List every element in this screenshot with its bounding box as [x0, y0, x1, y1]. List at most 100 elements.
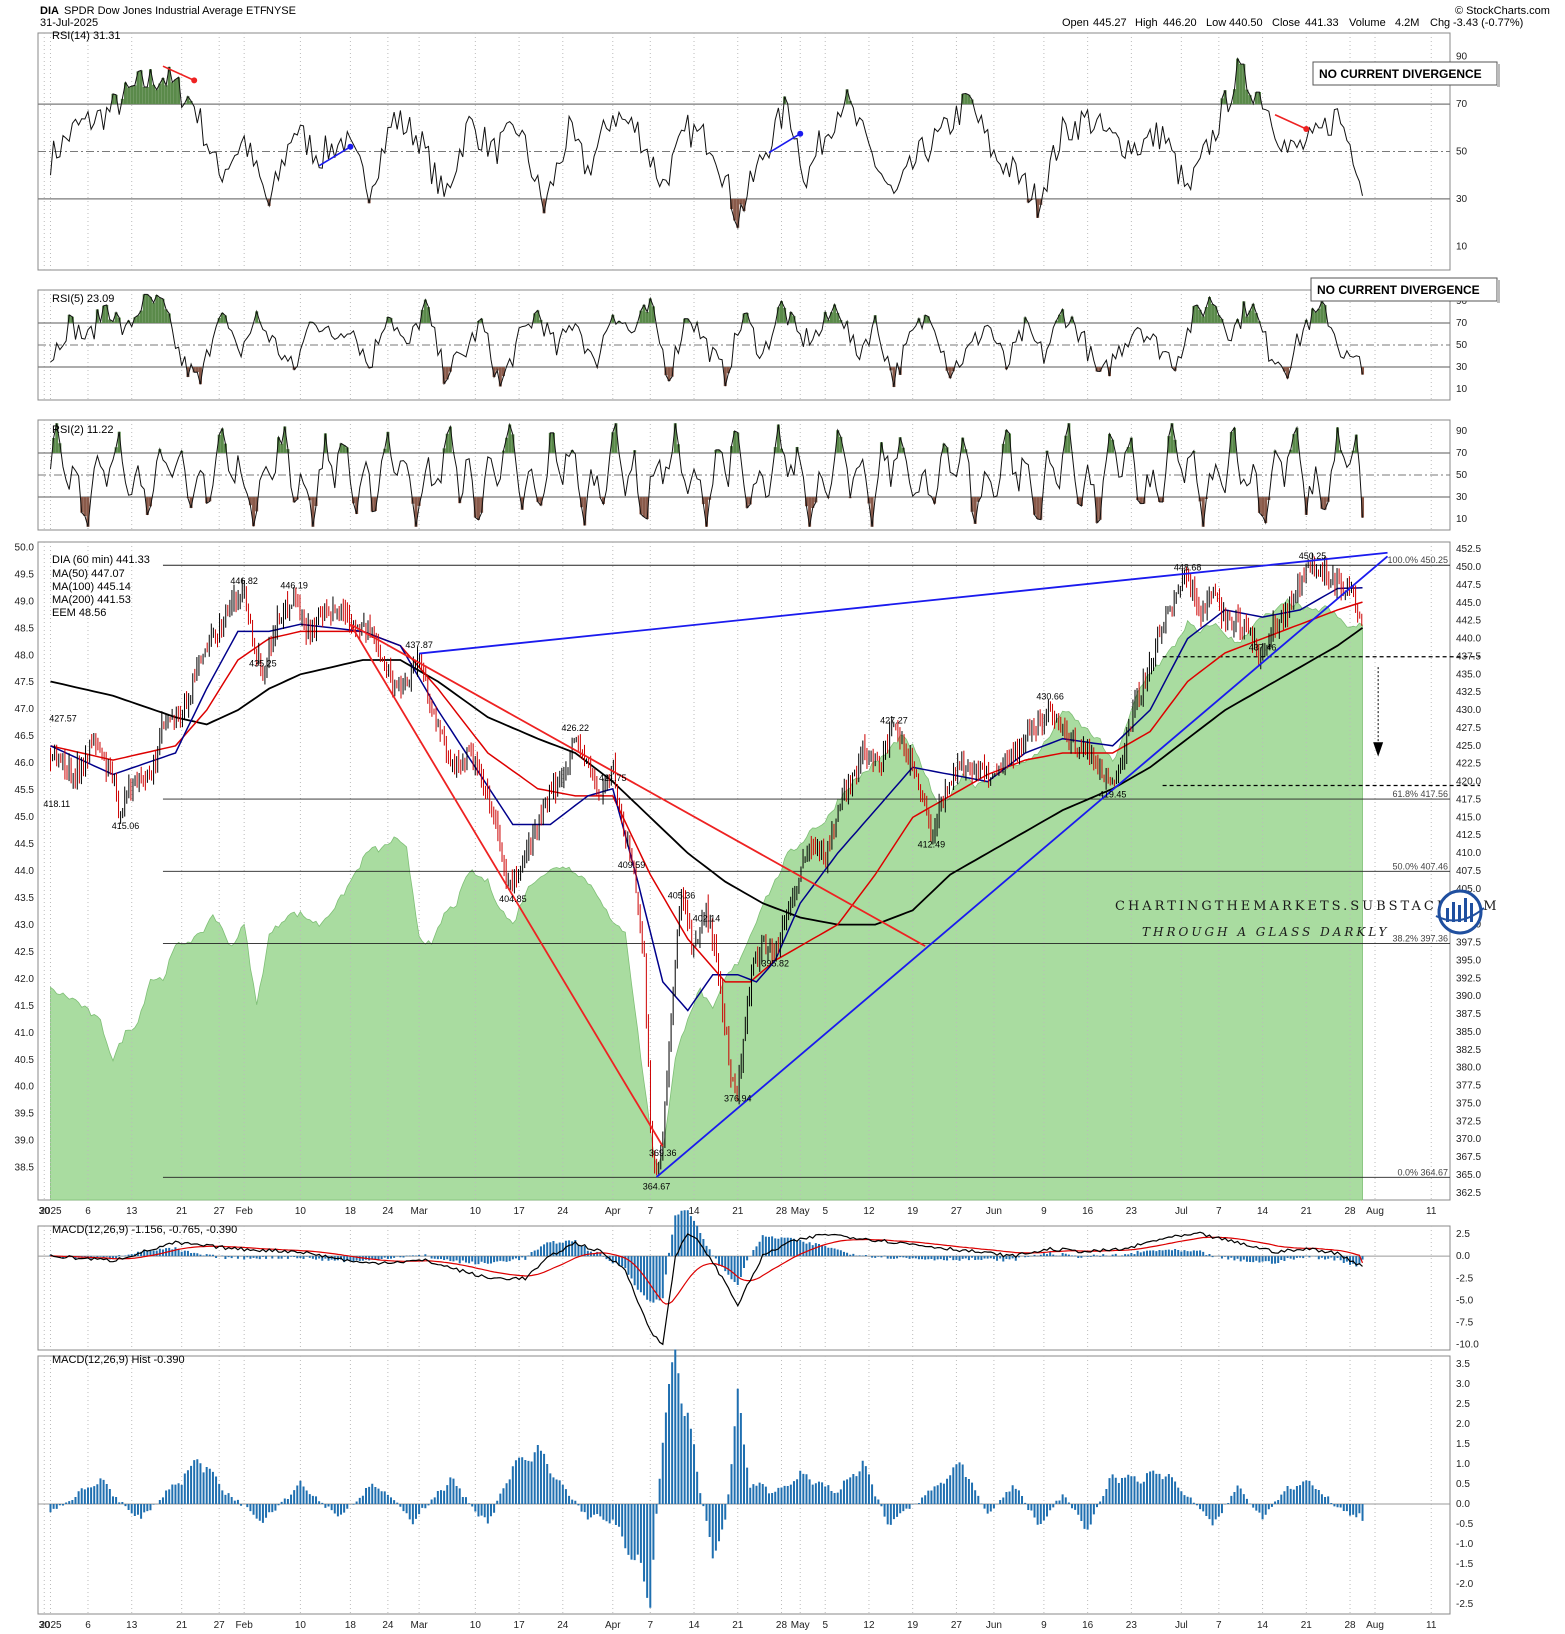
eem-legend: EEM 48.56 — [52, 607, 106, 619]
x-tick-label: 12 — [863, 1620, 875, 1631]
y-tick-label: 10 — [1456, 241, 1468, 252]
price-tick-label: 397.5 — [1456, 938, 1481, 949]
hist-tick-label: 1.0 — [1456, 1459, 1470, 1470]
x-tick-label: 7 — [648, 1206, 654, 1217]
red-trendline — [349, 623, 664, 1147]
price-tick-label: 420.0 — [1456, 777, 1481, 788]
eem-tick-label: 49.0 — [15, 596, 35, 607]
security-name: SPDR Dow Jones Industrial Average ETF — [64, 5, 267, 17]
price-label: 409.59 — [618, 860, 646, 870]
price-label: 446.82 — [230, 576, 258, 586]
eem-tick-label: 48.5 — [15, 623, 35, 634]
rsi5-title: RSI(5) 23.09 — [52, 293, 114, 305]
y-tick-label: 70 — [1456, 99, 1468, 110]
eem-tick-label: 43.0 — [15, 920, 35, 931]
eem-tick-label: 45.5 — [15, 785, 35, 796]
eem-tick-label: 40.0 — [15, 1082, 35, 1093]
eem-tick-label: 45.0 — [15, 812, 35, 823]
price-tick-label: 412.5 — [1456, 830, 1481, 841]
target-arrow-head-icon — [1373, 742, 1384, 757]
ma200-line — [50, 627, 1364, 926]
x-tick-label: 23 — [1126, 1206, 1138, 1217]
fib-level-label: 0.0% 364.67 — [1397, 1167, 1448, 1177]
x-tick-label: 7 — [1216, 1620, 1222, 1631]
price-tick-label: 447.5 — [1456, 580, 1481, 591]
eem-tick-label: 50.0 — [15, 542, 35, 553]
chart-date: 31-Jul-2025 — [40, 17, 98, 29]
eem-tick-label: 41.0 — [15, 1028, 35, 1039]
x-tick-label: 7 — [1216, 1206, 1222, 1217]
price-tick-label: 415.0 — [1456, 812, 1481, 823]
chg-label: Chg — [1430, 17, 1450, 29]
x-tick-label: Jul — [1175, 1206, 1188, 1217]
x-tick-label: 13 — [126, 1620, 138, 1631]
x-tick-label: Jun — [986, 1620, 1002, 1631]
arrow-head-icon — [347, 143, 354, 150]
price-tick-label: 380.0 — [1456, 1063, 1481, 1074]
eem-tick-label: 39.0 — [15, 1136, 35, 1147]
price-tick-label: 370.0 — [1456, 1134, 1481, 1145]
x-tick-label: 19 — [907, 1206, 919, 1217]
hist-tick-label: 0.5 — [1456, 1479, 1470, 1490]
eem-tick-label: 43.5 — [15, 893, 35, 904]
x-tick-label: Apr — [605, 1206, 621, 1217]
price-label: 450.25 — [1299, 551, 1327, 561]
eem-tick-label: 41.5 — [15, 1001, 35, 1012]
symbol: DIA — [40, 5, 59, 17]
arrow-head-icon — [797, 130, 804, 137]
price-tick-label: 417.5 — [1456, 794, 1481, 805]
price-title: DIA (60 min) 441.33 — [52, 554, 150, 566]
ohlc-low: 440.50 — [1229, 17, 1263, 29]
price-tick-label: 367.5 — [1456, 1152, 1481, 1163]
hist-tick-label: -1.0 — [1456, 1539, 1474, 1550]
eem-tick-label: 47.0 — [15, 704, 35, 715]
x-tick-label: 21 — [1301, 1620, 1313, 1631]
price-tick-label: 375.0 — [1456, 1098, 1481, 1109]
hist-tick-label: 3.5 — [1456, 1359, 1470, 1370]
price-tick-label: 437.5 — [1456, 651, 1481, 662]
y-tick-label: 50 — [1456, 147, 1468, 158]
ohlc-low-label: Low — [1206, 17, 1226, 29]
x-tick-label: 6 — [85, 1620, 91, 1631]
x-tick-label: 5 — [822, 1620, 828, 1631]
price-label: 412.49 — [918, 839, 946, 849]
x-tick-label: 19 — [907, 1620, 919, 1631]
watermark-tagline: THROUGH A GLASS DARKLY — [1142, 925, 1389, 939]
no-divergence-note-2: NO CURRENT DIVERGENCE — [1317, 283, 1480, 297]
x-tick-label: 14 — [1257, 1620, 1269, 1631]
eem-tick-label: 48.0 — [15, 650, 35, 661]
price-tick-label: 422.5 — [1456, 759, 1481, 770]
x-tick-label: 9 — [1041, 1620, 1047, 1631]
ma50-line — [50, 587, 1363, 1012]
hist-tick-label: -2.0 — [1456, 1579, 1474, 1590]
rsi2-title: RSI(2) 11.22 — [52, 424, 114, 436]
svg-text:DIA: DIA — [40, 5, 59, 17]
x-tick-label: 10 — [295, 1206, 307, 1217]
price-tick-label: 390.0 — [1456, 991, 1481, 1002]
y-tick-label: 10 — [1456, 384, 1468, 395]
no-divergence-note-1: NO CURRENT DIVERGENCE — [1319, 67, 1482, 81]
macd-panel-frame — [37, 1225, 1451, 1351]
x-tick-label: 13 — [126, 1206, 138, 1217]
price-label: 419.45 — [1099, 790, 1127, 800]
macd-tick-label: -7.5 — [1456, 1318, 1474, 1329]
x-tick-label: 21 — [1301, 1206, 1313, 1217]
price-label: 364.67 — [643, 1181, 671, 1191]
x-tick-label: 17 — [514, 1620, 526, 1631]
hist-tick-label: -1.5 — [1456, 1559, 1474, 1570]
x-tick-label: 6 — [85, 1206, 91, 1217]
x-tick-label: 14 — [1257, 1206, 1269, 1217]
price-label: 421.75 — [599, 773, 627, 783]
macd-tick-label: 2.5 — [1456, 1229, 1470, 1240]
price-tick-label: 450.0 — [1456, 562, 1481, 573]
x-tick-label: 27 — [214, 1620, 226, 1631]
price-tick-label: 435.0 — [1456, 669, 1481, 680]
x-tick-label: 10 — [470, 1620, 482, 1631]
bullish-divergence-arrow — [318, 146, 351, 167]
price-tick-label: 372.5 — [1456, 1116, 1481, 1127]
x-tick-label: 27 — [214, 1206, 226, 1217]
x-tick-label: Jul — [1175, 1620, 1188, 1631]
ohlc-close-label: Close — [1272, 17, 1300, 29]
ma200-legend: MA(200) 441.53 — [52, 594, 131, 606]
x-tick-label: 2025 — [39, 1620, 62, 1631]
